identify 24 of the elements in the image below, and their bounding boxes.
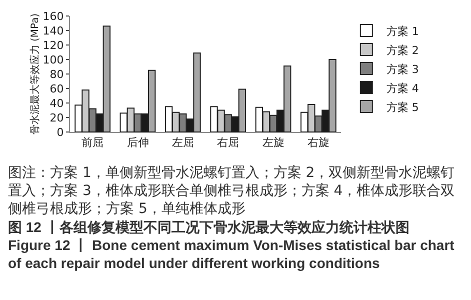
y-tick-label: 120	[42, 38, 64, 52]
x-tick-label: 右旋	[307, 136, 330, 150]
legend-label: 方案 1	[386, 24, 419, 38]
x-tick-label: 后伸	[126, 136, 149, 150]
y-tick-label: 80	[50, 68, 64, 81]
x-tick-label: 右屈	[217, 136, 240, 150]
legend-label: 方案 2	[386, 44, 419, 57]
x-tick-label: 左屈	[172, 136, 194, 150]
text: 图注：方案 1，单侧新型骨水泥螺钉置入；方案 2，双侧新型骨水泥螺钉置入；方案 3，椎体成形联合单侧椎弓根成形；方案 4，椎体成形联合双侧椎弓根成形；方案 5，单纯椎体成形	[8, 164, 456, 218]
y-tick-label: 100	[42, 53, 64, 66]
y-tick-label: 40	[50, 96, 64, 110]
x-tick-label: 前屈	[82, 136, 104, 150]
y-tick-label: 160	[42, 10, 64, 23]
y-tick-label: 20	[50, 111, 64, 124]
legend-label: 方案 5	[386, 100, 419, 114]
y-tick-label: 60	[50, 82, 64, 96]
legend-label: 方案 4	[386, 82, 419, 95]
caption: 图 12 丨各组修复模型不同工况下骨水泥最大等效应力统计柱状图	[8, 218, 410, 236]
y-tick-label: 140	[42, 24, 64, 38]
y-axis-title: 骨水泥最大等效应力 (MPa)	[28, 13, 41, 135]
y-tick-label: 0	[56, 126, 64, 139]
caption: Figure 12 丨 Bone cement maximum Von-Mises statistical bar chart of each repair model under different working conditions	[8, 236, 456, 272]
x-tick-label: 左旋	[262, 136, 284, 150]
legend-label: 方案 3	[386, 62, 419, 76]
